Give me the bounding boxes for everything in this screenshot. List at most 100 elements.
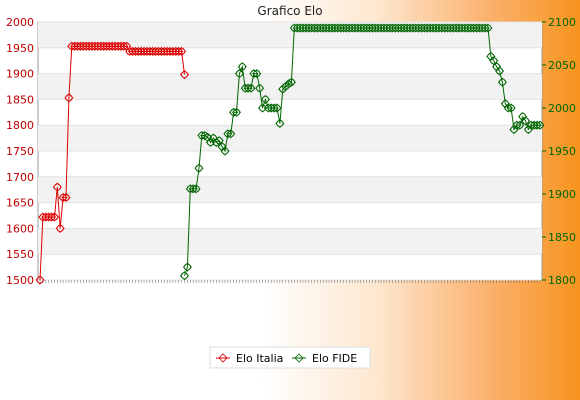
grid-band [38,228,542,255]
series-point-circle [455,24,463,32]
series-point-circle [183,263,191,271]
series-point-circle [91,42,99,50]
series-point-circle [56,224,64,232]
series-point-circle [227,130,235,138]
series-point-circle [39,213,47,221]
series-point-circle [85,42,93,50]
y-left-tick-label: 1750 [6,145,34,158]
series-point-circle [446,24,455,32]
series-point-circle [102,42,111,50]
series-point-circle [415,24,423,32]
series-point-circle [348,24,356,32]
y-right-tick-label: 2100 [548,16,576,29]
series-point-circle [507,104,515,112]
series-point-circle [322,24,330,32]
series-point-circle [360,24,368,32]
series-point-circle [331,24,339,32]
series-point-circle [105,42,113,50]
series-point-circle [443,24,452,32]
series-point-circle [302,24,310,32]
series-point-circle [192,185,200,193]
series-point-circle [417,24,426,32]
series-point-circle [232,108,241,116]
series-point-circle [42,213,50,221]
series-point-circle [397,24,405,32]
series-point-circle [267,104,275,112]
series-point-circle [389,24,397,32]
legend-swatch-marker [218,353,228,363]
series-point-circle [47,213,56,221]
series-point-circle [316,24,324,32]
series-point-circle [513,121,521,129]
series-point-circle [461,24,469,32]
series-point-circle [290,24,298,32]
series-point-circle [420,24,428,32]
series-point-circle [73,42,82,50]
series-point-circle [495,67,504,75]
series-point-circle [131,47,139,56]
series-point-circle [412,24,420,32]
series-point-circle [308,24,316,32]
series-point-circle [79,42,87,50]
series-point-circle [149,47,157,56]
series-point-circle [325,24,333,32]
series-point-circle [235,70,244,78]
series-point-circle [339,24,348,32]
y-right-tick-label: 2000 [548,102,576,115]
series-point-circle [230,108,238,116]
series-point-circle [287,78,296,86]
series-point-circle [342,24,350,32]
series-point-circle [261,95,270,104]
series-point-circle [143,47,151,56]
series-point-circle [244,84,252,92]
series-point-circle [154,47,163,56]
y-left-tick-label: 1950 [6,42,34,55]
grid-band [38,176,542,203]
series-point-circle [449,24,457,32]
series-point-circle [368,24,376,32]
series-point-circle [250,70,258,78]
series-point-circle [403,24,411,32]
series-point-circle [152,47,160,56]
series-point-circle [394,24,402,32]
series-point-circle [221,147,229,155]
series-point-circle [310,24,319,32]
series-point-circle [475,24,483,32]
series-point-circle [533,121,541,129]
series-point-circle [484,24,492,32]
series-point-circle [481,24,489,32]
series-point-circle [438,24,446,32]
series-point-circle [99,42,108,50]
series-point-circle [175,47,183,56]
series-point-circle [172,47,180,56]
series-point-circle [125,47,134,56]
series-point-circle [351,24,359,32]
y-right-tick-label: 2050 [548,59,576,72]
series-point-circle [169,47,177,56]
series-point-circle [429,24,437,32]
series-point-circle [253,70,261,78]
series-point-circle [94,42,102,50]
series-point-circle [45,213,53,221]
series-point-circle [256,84,264,92]
series-point-circle [134,47,142,56]
series-point-circle [409,24,417,32]
series-point-circle [180,71,189,79]
series-point-circle [336,24,345,32]
series-point-circle [386,24,394,32]
series-point-circle [498,78,507,86]
x-axis [39,280,541,283]
series-point-circle [521,117,530,125]
y-right-tick-label: 1800 [548,274,576,287]
series-point-circle [50,213,59,221]
series-point-circle [365,24,374,32]
series-point-circle [406,24,414,32]
series-point-circle [345,24,353,32]
series-point-circle [264,104,272,112]
series-point-circle [391,24,400,32]
series-point-circle [319,24,327,32]
series-point-circle [293,24,301,32]
series-point-circle [160,47,168,56]
series-point-circle [328,24,336,32]
legend-label: Elo Italia [236,352,283,365]
